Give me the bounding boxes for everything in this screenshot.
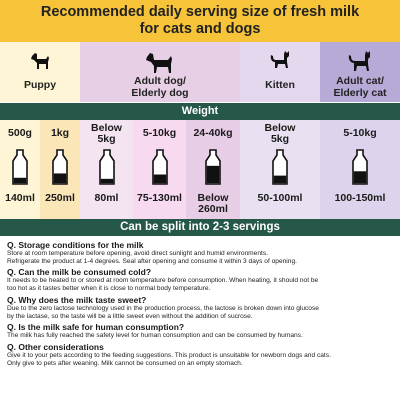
animal-column-adult-cat: Adult cat/ Elderly cat xyxy=(320,42,400,102)
title-banner: Recommended daily serving size of fresh … xyxy=(0,0,400,42)
faq-answer-line: The milk has fully reached the safety le… xyxy=(7,332,303,339)
amount-label: 75-130ml xyxy=(137,192,182,204)
faq-section: Q. Storage conditions for the milk Store… xyxy=(7,238,397,368)
faq-answer-line: Only give to pets after weaning. Milk ca… xyxy=(7,359,243,367)
weight-label: 500g xyxy=(8,127,32,139)
animal-label: Elderly dog xyxy=(131,87,189,99)
weight-label: Below xyxy=(91,122,122,134)
faq-answer-line: Due to the zero lactose technology used … xyxy=(7,304,319,312)
weight-label: 5kg xyxy=(97,133,116,145)
faq-answer-line: Refrigerate the product at 1-4 degrees. … xyxy=(7,257,297,265)
serving-column: Below 5kg 80ml xyxy=(80,120,133,219)
serving-column: 5-10kg 75-130ml xyxy=(133,120,186,219)
kitten-icon xyxy=(270,51,289,68)
serving-column: 5-10kg 100-150ml xyxy=(320,120,400,219)
weight-label: 5-10kg xyxy=(142,127,177,139)
weight-label: 1kg xyxy=(50,127,70,139)
amount-label: Below xyxy=(197,192,229,204)
animal-column-adult-dog: Adult dog/ Elderly dog xyxy=(80,42,240,102)
milk-bottle-icon xyxy=(205,149,221,185)
split-banner: Can be split into 2-3 servings xyxy=(0,219,400,236)
faq-question: Q. Is the milk safe for human consumptio… xyxy=(7,322,185,332)
animal-categories: Puppy Adult dog/ Elderly dog Kitten Adul… xyxy=(0,42,400,102)
weight-header: Weight xyxy=(0,103,400,120)
faq-question: Q. Can the milk be consumed cold? xyxy=(7,267,152,277)
serving-column: Below 5kg 50-100ml xyxy=(240,120,320,219)
animal-label: Adult dog/ xyxy=(134,75,186,87)
puppy-icon xyxy=(31,53,49,69)
serving-column: 1kg 250ml xyxy=(40,120,80,219)
milk-bottle-icon xyxy=(52,149,68,185)
animal-column-kitten: Kitten xyxy=(240,42,320,102)
animal-label: Kitten xyxy=(265,79,295,91)
milk-bottle-icon xyxy=(12,149,28,185)
faq-question: Q. Why does the milk taste sweet? xyxy=(7,294,147,305)
adult-dog-icon xyxy=(146,53,172,73)
serving-grid: 500g 140ml 1kg 250ml Below 5kg 80ml 5-10… xyxy=(0,120,400,219)
title-line-1: Recommended daily serving size of fresh … xyxy=(40,4,360,20)
amount-label: 260ml xyxy=(198,203,228,215)
faq-question: Q. Storage conditions for the milk xyxy=(7,239,144,250)
animal-label: Elderly cat xyxy=(333,87,387,99)
weight-label: 5-10kg xyxy=(343,127,377,139)
adult-cat-icon xyxy=(348,51,370,71)
weight-label: 5kg xyxy=(270,133,290,145)
amount-label: 50-100ml xyxy=(257,192,303,204)
serving-column: 24-40kg Below 260ml xyxy=(186,120,240,219)
amount-label: 250ml xyxy=(45,192,75,204)
milk-bottle-icon xyxy=(272,149,288,185)
amount-label: 100-150ml xyxy=(334,192,386,204)
animal-column-puppy: Puppy xyxy=(0,42,80,102)
faq-answer-line: too hot as it tastes better when it is c… xyxy=(7,285,211,292)
faq-answer-line: Store at room temperature before opening… xyxy=(7,249,268,257)
faq-item: Q. Storage conditions for the milk Store… xyxy=(7,240,397,266)
amount-label: 140ml xyxy=(5,192,35,204)
animal-label: Adult cat/ xyxy=(336,75,384,87)
milk-bottle-icon xyxy=(151,149,168,185)
milk-bottle-icon xyxy=(98,149,115,185)
faq-item: Q. Is the milk safe for human consumptio… xyxy=(7,322,397,340)
milk-bottle-icon xyxy=(352,149,368,185)
faq-answer-line: Give it to your pets according to the fe… xyxy=(7,351,331,359)
faq-item: Q. Other considerations Give it to your … xyxy=(7,342,397,368)
title-line-2: for cats and dogs xyxy=(139,21,261,37)
amount-label: 80ml xyxy=(94,192,119,204)
faq-answer-line: It needs to be heated to or stored at ro… xyxy=(7,277,319,284)
faq-item: Q. Why does the milk taste sweet? Due to… xyxy=(7,295,397,321)
weight-label: 24-40kg xyxy=(193,127,233,139)
serving-column: 500g 140ml xyxy=(0,120,40,219)
faq-answer-line: by the lactase, so the taste will be a l… xyxy=(7,312,253,320)
weight-label: Below xyxy=(264,122,296,134)
animal-label: Puppy xyxy=(23,79,57,91)
faq-question: Q. Other considerations xyxy=(7,341,104,352)
faq-item: Q. Can the milk be consumed cold? It nee… xyxy=(7,267,397,293)
